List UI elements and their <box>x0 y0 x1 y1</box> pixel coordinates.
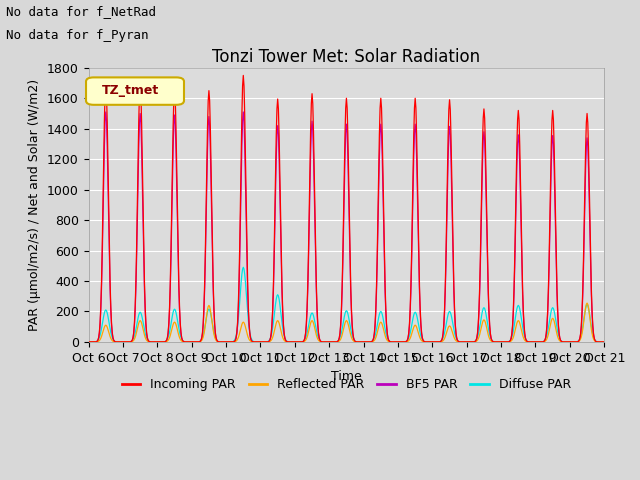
FancyBboxPatch shape <box>86 77 184 105</box>
Text: No data for f_Pyran: No data for f_Pyran <box>6 29 149 42</box>
Text: No data for f_NetRad: No data for f_NetRad <box>6 5 156 18</box>
X-axis label: Time: Time <box>331 370 362 383</box>
Y-axis label: PAR (μmol/m2/s) / Net and Solar (W/m2): PAR (μmol/m2/s) / Net and Solar (W/m2) <box>28 79 42 331</box>
Legend: Incoming PAR, Reflected PAR, BF5 PAR, Diffuse PAR: Incoming PAR, Reflected PAR, BF5 PAR, Di… <box>116 373 576 396</box>
Title: Tonzi Tower Met: Solar Radiation: Tonzi Tower Met: Solar Radiation <box>212 48 481 66</box>
Text: TZ_tmet: TZ_tmet <box>102 84 159 97</box>
